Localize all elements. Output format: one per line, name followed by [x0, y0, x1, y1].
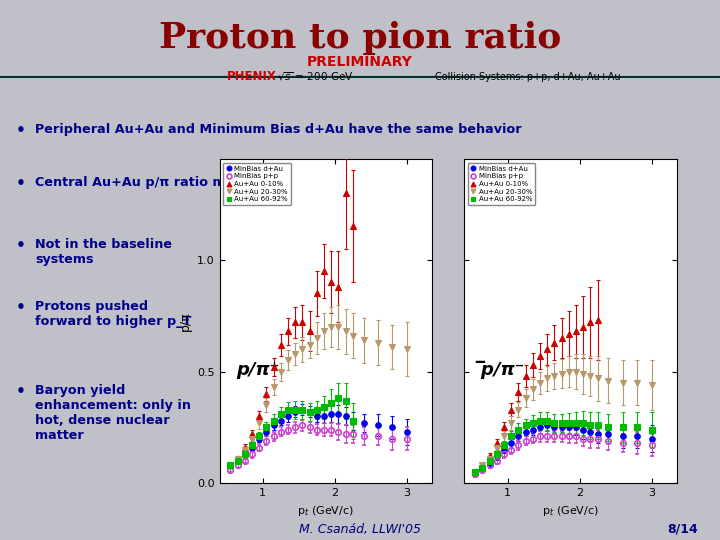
Text: p/π⁺: p/π⁺ — [237, 361, 280, 379]
Text: ̅p/π⁻: ̅p/π⁻ — [482, 361, 525, 379]
Text: Collision Systems: p+p, d+Au, Au+Au: Collision Systems: p+p, d+Au, Au+Au — [436, 72, 621, 82]
Legend: MinBias d+Au, MinBias p+p, Au+Au 0-10%, Au+Au 20-30%, Au+Au 60-92%: MinBias d+Au, MinBias p+p, Au+Au 0-10%, … — [223, 163, 291, 205]
Legend: MinBias d+Au, MinBias p+p, Au+Au 0-10%, Au+Au 20-30%, Au+Au 60-92%: MinBias d+Au, MinBias p+p, Au+Au 0-10%, … — [468, 163, 536, 205]
X-axis label: p$_t$ (GeV/c): p$_t$ (GeV/c) — [542, 504, 599, 518]
X-axis label: p$_t$ (GeV/c): p$_t$ (GeV/c) — [297, 504, 354, 518]
Text: •: • — [16, 300, 26, 315]
Y-axis label: p/π: p/π — [179, 312, 192, 331]
Text: •: • — [16, 238, 26, 253]
Text: $\sqrt{s}$ = 200 GeV: $\sqrt{s}$ = 200 GeV — [277, 70, 354, 83]
Text: Not in the baseline
systems: Not in the baseline systems — [35, 238, 172, 266]
Text: M. Csanád, LLWI'05: M. Csanád, LLWI'05 — [299, 523, 421, 536]
Text: 8/14: 8/14 — [667, 523, 698, 536]
Text: Proton to pion ratio: Proton to pion ratio — [159, 21, 561, 55]
Text: •: • — [16, 384, 26, 399]
Text: Protons pushed
forward to higher p_T: Protons pushed forward to higher p_T — [35, 300, 192, 328]
Text: PHENIX: PHENIX — [227, 70, 276, 83]
Text: Peripheral Au+Au and Minimum Bias d+Au have the same behavior: Peripheral Au+Au and Minimum Bias d+Au h… — [35, 123, 522, 136]
Text: PRELIMINARY: PRELIMINARY — [307, 55, 413, 69]
Text: •: • — [16, 123, 26, 138]
Text: Baryon yield
enhancement: only in
hot, dense nuclear
matter: Baryon yield enhancement: only in hot, d… — [35, 384, 192, 442]
Text: Central Au+Au p/π ratio much larger: Central Au+Au p/π ratio much larger — [35, 176, 300, 189]
Text: •: • — [16, 176, 26, 191]
